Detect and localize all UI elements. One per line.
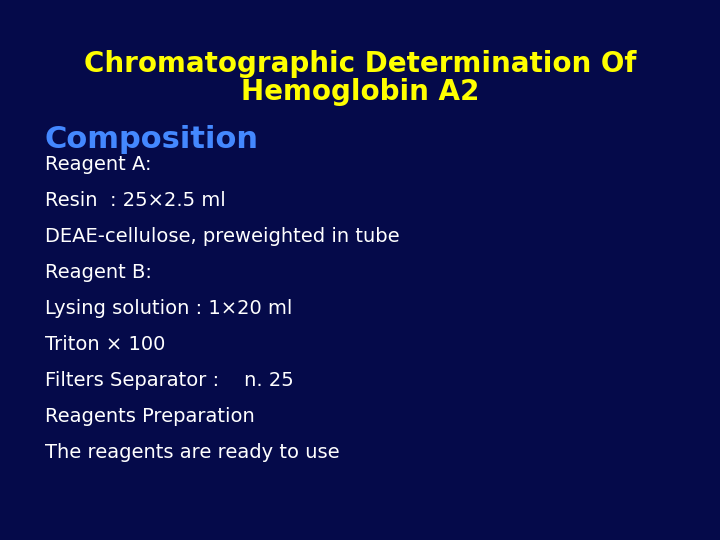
Text: Chromatographic Determination Of: Chromatographic Determination Of bbox=[84, 50, 636, 78]
Text: Reagents Preparation: Reagents Preparation bbox=[45, 407, 255, 426]
Text: Filters Separator :    n. 25: Filters Separator : n. 25 bbox=[45, 371, 294, 390]
Text: Resin  : 25×2.5 ml: Resin : 25×2.5 ml bbox=[45, 191, 226, 210]
Text: The reagents are ready to use: The reagents are ready to use bbox=[45, 443, 340, 462]
Text: Lysing solution : 1×20 ml: Lysing solution : 1×20 ml bbox=[45, 299, 292, 318]
Text: Hemoglobin A2: Hemoglobin A2 bbox=[240, 78, 480, 106]
Text: Triton × 100: Triton × 100 bbox=[45, 335, 166, 354]
Text: Reagent B:: Reagent B: bbox=[45, 263, 152, 282]
Text: DEAE-cellulose, preweighted in tube: DEAE-cellulose, preweighted in tube bbox=[45, 227, 400, 246]
Text: Reagent A:: Reagent A: bbox=[45, 155, 151, 174]
Text: Composition: Composition bbox=[45, 125, 259, 154]
